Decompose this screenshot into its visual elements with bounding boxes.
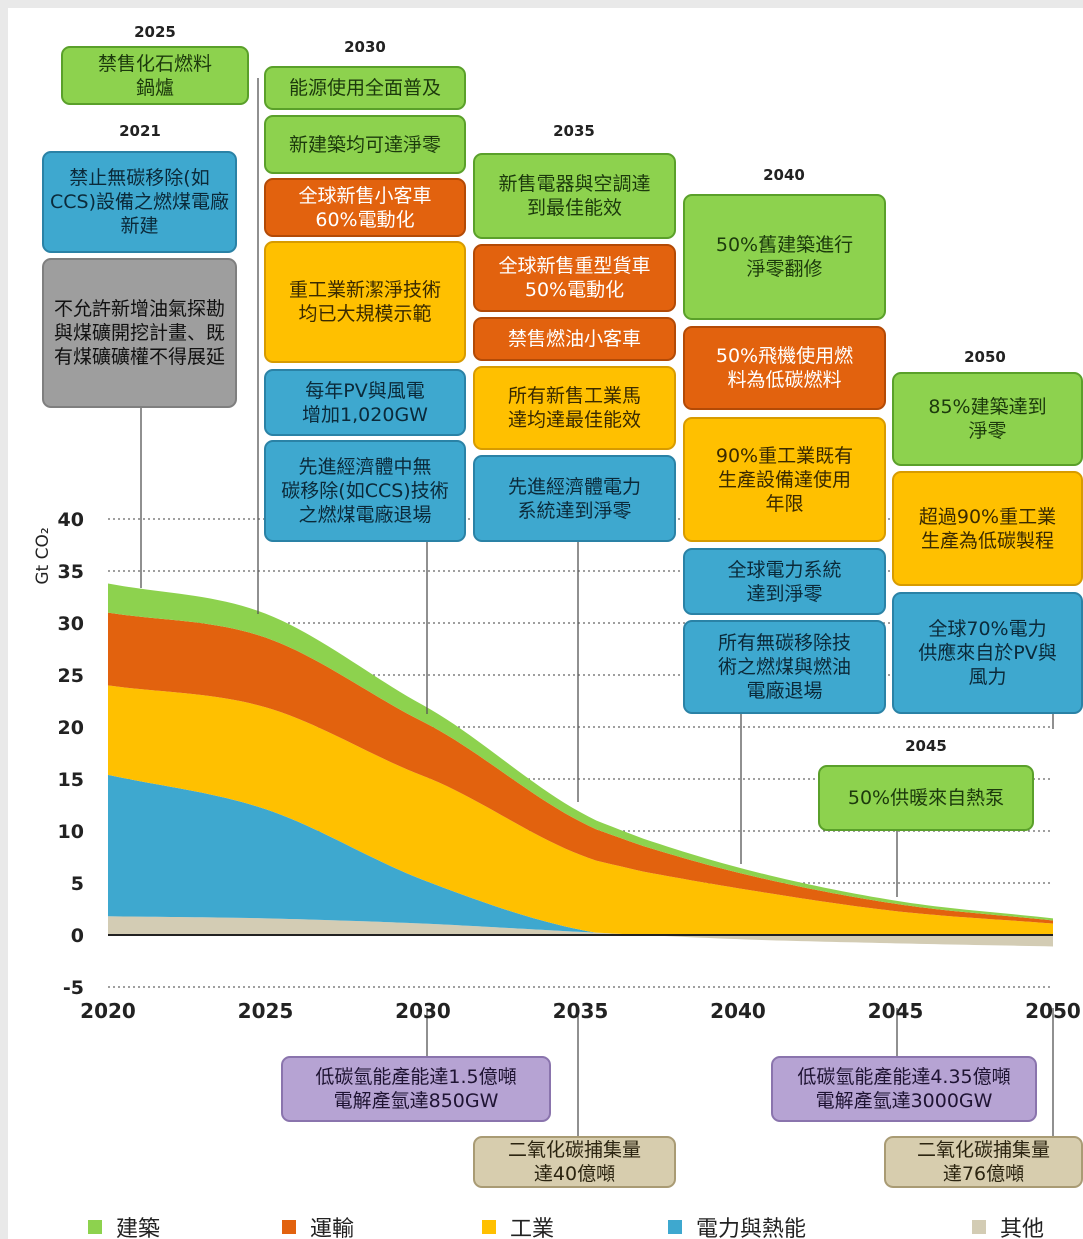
milestone-connectors [140,78,1054,1136]
legend-label-other: 其他 [1000,1217,1045,1239]
milestone-2035-industrial-motors: 所有新售工業馬 達均達最佳能效 [473,366,676,450]
area-series-transport [108,612,1053,924]
year-label-2035: 2035 [553,122,595,140]
legend-power: 電力與熱能 [668,1211,806,1239]
milestone-2035-power-netzero: 先進經濟體電力 系統達到淨零 [473,455,676,542]
y-tick-label: 35 [58,561,84,583]
x-tick-label: 2035 [553,999,609,1023]
area-series-other [108,916,1053,947]
year-label-2045: 2045 [905,737,947,755]
milestone-2050-low-carbon-industry: 超過90%重工業 生產為低碳製程 [892,471,1083,586]
x-tick-label: 2040 [710,999,766,1023]
y-tick-label: 10 [58,821,84,843]
milestone-2050-ccs: 二氧化碳捕集量 達76億噸 [884,1136,1083,1188]
y-axis-label: Gt CO₂ [33,527,53,584]
milestone-2040-building-retrofit: 50%舊建築進行 淨零翻修 [683,194,886,320]
y-tick-label: 20 [58,717,84,739]
milestone-2050-buildings-netzero: 85%建築達到 淨零 [892,372,1083,466]
legend-label-industry: 工業 [510,1217,555,1239]
year-label-2040: 2040 [763,166,805,184]
x-tick-label: 2030 [395,999,451,1023]
y-tick-label: 40 [58,509,84,531]
milestone-2045-heat-pumps: 50%供暖來自熱泵 [818,765,1034,831]
legend-swatch-power [668,1220,682,1234]
milestone-2035-trucks-ev: 全球新售重型貨車 50%電動化 [473,244,676,312]
area-series-industry [108,685,1053,935]
area-series-building [108,583,1053,921]
milestone-2021-coal-plant-ban: 禁止無碳移除(如CCS)設備之燃煤電廠新建 [42,151,237,253]
legend-swatch-other [972,1220,986,1234]
year-label-2025: 2025 [134,23,176,41]
y-tick-label: 5 [71,873,84,895]
milestone-2030-coal-phaseout: 先進經濟體中無 碳移除(如CCS)技術 之燃煤電廠退場 [264,440,466,542]
year-label-2050: 2050 [964,348,1006,366]
milestone-2045-hydrogen: 低碳氫能產能達4.35億噸 電解產氫達3000GW [771,1056,1037,1122]
legend-swatch-building [88,1220,102,1234]
legend-label-power: 電力與熱能 [696,1217,807,1239]
legend-swatch-transport [282,1220,296,1234]
legend-building: 建築 [88,1211,160,1239]
area-series-power [108,774,1053,935]
milestone-2035-ice-car-ban: 禁售燃油小客車 [473,317,676,361]
year-label-2021: 2021 [119,122,161,140]
milestone-2035-appliances: 新售電器與空調達 到最佳能效 [473,153,676,239]
milestone-2040-heavy-industry-equipment: 90%重工業既有 生產設備達使用 年限 [683,417,886,542]
milestone-2050-pv-wind-70: 全球70%電力 供應來自於PV與 風力 [892,592,1083,714]
y-tick-label: 25 [58,665,84,687]
x-tick-label: 2045 [868,999,924,1023]
legend-label-building: 建築 [116,1217,161,1239]
x-axis: 2020 2025 2030 2035 2040 2045 2050 [80,999,1081,1023]
milestone-2030-hydrogen: 低碳氫能產能達1.5億噸 電解產氫達850GW [281,1056,551,1122]
milestone-2021-no-new-oil-gas: 不允許新增油氣探勘與煤礦開挖計畫、既有煤礦礦權不得展延 [42,258,237,408]
y-tick-label: 0 [71,925,84,947]
milestone-2040-aviation-fuel: 50%飛機使用燃 料為低碳燃料 [683,326,886,410]
milestone-2035-ccs: 二氧化碳捕集量 達40億噸 [473,1136,676,1188]
x-tick-label: 2020 [80,999,136,1023]
milestone-2030-heavy-industry: 重工業新潔淨技術 均已大規模示範 [264,241,466,363]
y-axis: 40 35 30 25 20 15 10 5 0 -5 [58,509,84,999]
milestone-2040-global-power-netzero: 全球電力系統 達到淨零 [683,548,886,615]
x-tick-label: 2025 [238,999,294,1023]
y-tick-label: 30 [58,613,84,635]
milestone-2030-energy-access: 能源使用全面普及 [264,66,466,110]
legend-industry: 工業 [482,1211,554,1239]
chart-canvas: 40 35 30 25 20 15 10 5 0 -5 2020 2025 2030 2035 2040 2… [8,8,1083,1239]
legend-swatch-industry [482,1220,496,1234]
milestone-2030-new-buildings: 新建築均可達淨零 [264,115,466,174]
milestone-2025-boiler-ban: 禁售化石燃料 鍋爐 [61,46,249,105]
milestone-2030-pv-wind: 每年PV與風電 增加1,020GW [264,369,466,436]
legend-label-transport: 運輸 [310,1217,355,1239]
milestone-2040-fossil-plants-retire: 所有無碳移除技 術之燃煤與燃油 電廠退場 [683,620,886,714]
legend-other: 其他 [972,1211,1044,1239]
y-tick-label: -5 [63,977,84,999]
stacked-areas [108,583,1053,947]
year-label-2030: 2030 [344,38,386,56]
milestone-2030-car-ev: 全球新售小客車 60%電動化 [264,178,466,237]
y-tick-label: 15 [58,769,84,791]
x-tick-label: 2050 [1025,999,1081,1023]
legend-transport: 運輸 [282,1211,354,1239]
